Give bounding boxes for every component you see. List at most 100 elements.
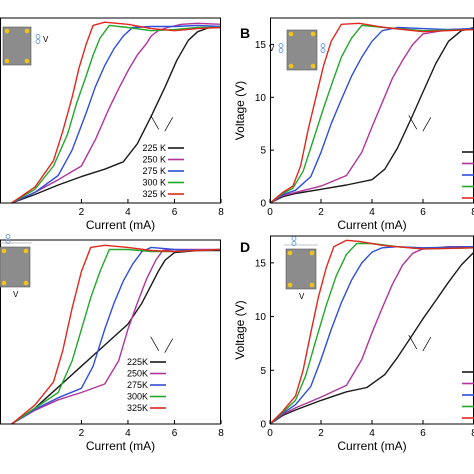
series-line-1 [270,26,474,203]
series-line-1 [270,251,474,424]
y-tick-label: 10 [255,93,267,104]
legend-label: 250 K [142,155,166,165]
y-tick-label: 5 [260,366,266,377]
legend-label: 300K [127,392,148,402]
inset-voltage-label: V [299,292,305,301]
x-tick-label: 8 [218,428,224,439]
series-line-2 [270,27,474,203]
x-tick-label: 4 [125,428,131,439]
probe-icon [35,39,41,44]
sweep-arrow-up [422,336,432,352]
y-tick-label: 0 [260,199,266,210]
y-tick-label: 10 [255,312,267,323]
x-tick-label: 8 [471,207,474,218]
sample-inset: V [2,26,49,66]
x-axis-title: Current (mA) [337,439,406,453]
y-tick-label: 15 [255,258,267,269]
probe-icon [320,43,326,48]
legend [462,151,474,199]
sweep-arrow-down [150,336,160,351]
contact-pad [24,58,30,64]
legend-label: 225 K [142,143,166,153]
sweep-arrow-up [422,117,432,132]
probe-icon [35,34,41,39]
x-tick-label: 4 [369,428,375,439]
sample-inset: V [0,234,32,299]
probe-icon [278,48,284,53]
x-tick-label: 2 [79,207,85,218]
contact-pad [24,28,30,34]
series-line-5 [270,239,474,424]
probe-icon [5,234,11,239]
panel-letter: D [240,239,250,255]
contact-pad [288,63,294,69]
probe-icon [320,48,326,53]
contact-pad [1,248,7,254]
probe-icon [291,236,297,241]
legend-label: 250K [127,369,148,379]
series-line-3 [10,246,221,424]
series-line-1 [10,249,221,424]
series-line-5 [270,22,474,203]
series-line-3 [10,24,221,203]
x-tick-label: 8 [471,428,474,439]
x-tick-label: 6 [420,428,426,439]
panel-d: 0 2 4 6 8 0 5 10 15 Current (mA) Voltage (V) D V [233,235,474,453]
x-tick-label: 6 [420,207,426,218]
x-axis-title: Current (mA) [86,439,155,453]
contact-pad [310,31,316,37]
sweep-arrow-down [408,115,418,130]
legend-label: 275 K [142,166,166,176]
curves [10,244,221,424]
series-line-5 [10,21,221,203]
contact-pad [4,28,10,34]
x-tick-label: 0 [267,207,273,218]
x-tick-label: 2 [79,428,85,439]
contact-pad [287,250,293,256]
inset-voltage-label: V [43,35,49,44]
legend-label: 325K [127,403,148,413]
probe-icon [5,239,11,244]
x-axis-title: Current (mA) [337,218,406,232]
series-line-3 [270,26,474,203]
y-tick-label: 0 [260,420,266,431]
sample-inset: V [284,236,318,301]
sweep-arrow-up [164,117,174,132]
panel-letter: B [240,25,250,41]
contact-pad [309,282,315,288]
series-line-5 [10,244,221,424]
y-axis-title: Voltage (V) [233,300,247,359]
x-axis-title: Current (mA) [86,218,155,232]
contact-pad [23,248,29,254]
legend-label: 300 K [142,178,166,188]
x-tick-label: 6 [172,207,178,218]
sample-inset: V [269,29,326,71]
y-axis-title: Voltage (V) [233,81,247,140]
curves [270,22,474,203]
x-tick-label: 4 [369,207,375,218]
contact-pad [309,250,315,256]
x-tick-label: 0 [267,428,273,439]
curves [270,239,474,424]
sweep-arrow-down [408,334,418,350]
sweep-arrow-up [164,338,174,353]
contact-pad [287,282,293,288]
x-tick-label: 4 [125,207,131,218]
panel-b: 0 2 4 6 8 0 5 10 15 Current (mA) Voltage (V) B V [233,17,474,232]
x-tick-label: 2 [318,428,324,439]
legend-label: 275K [127,380,148,390]
x-tick-label: 2 [318,207,324,218]
inset-voltage-label: V [13,290,19,299]
contact-pad [23,280,29,286]
legend [462,371,474,419]
x-tick-label: 8 [218,207,224,218]
series-line-4 [10,248,221,424]
contact-pad [288,31,294,37]
sweep-arrow-down [150,115,160,130]
inset-voltage-label: V [269,44,275,53]
